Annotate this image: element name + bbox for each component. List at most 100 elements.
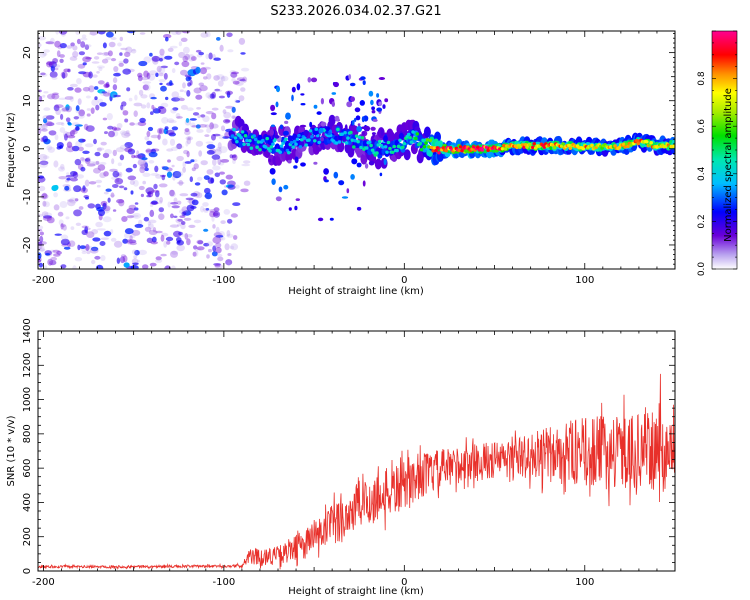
- noise-blob: [64, 133, 68, 141]
- noise-blob: [197, 240, 204, 245]
- noise-blob: [176, 244, 185, 252]
- noise-blob: [175, 96, 183, 102]
- ridge-blob: [409, 140, 414, 144]
- noise-blob: [123, 262, 130, 268]
- noise-blob: [178, 51, 186, 59]
- excursion-blob: [341, 196, 349, 199]
- noise-blob: [99, 90, 108, 97]
- noise-blob: [76, 174, 84, 179]
- noise-blob: [38, 127, 42, 134]
- ridge-blob: [263, 145, 268, 149]
- noise-blob: [148, 160, 155, 164]
- noise-blob: [147, 190, 154, 198]
- ridge-blob: [289, 140, 294, 145]
- noise-blob: [66, 135, 76, 139]
- noise-blob: [122, 110, 129, 116]
- noise-blob: [142, 160, 148, 167]
- noise-blob: [212, 245, 217, 252]
- noise-blob: [195, 192, 203, 199]
- noise-blob: [133, 102, 143, 107]
- noise-blob: [103, 205, 111, 212]
- noise-blob: [161, 117, 169, 124]
- noise-blob: [150, 201, 159, 205]
- noise-blob: [82, 150, 90, 154]
- ridge-blob: [444, 149, 449, 153]
- noise-blob: [96, 52, 103, 55]
- noise-blob: [242, 76, 248, 83]
- noise-blob: [159, 48, 165, 56]
- noise-blob: [231, 77, 236, 83]
- noise-blob: [158, 79, 166, 83]
- noise-blob: [43, 49, 50, 53]
- noise-blob: [42, 52, 48, 56]
- excursion-blob: [334, 115, 340, 122]
- noise-blob: [211, 216, 215, 222]
- noise-blob: [212, 224, 216, 229]
- noise-blob: [175, 112, 181, 119]
- excursion-blob: [312, 131, 319, 135]
- noise-blob: [78, 138, 86, 143]
- noise-blob: [65, 174, 74, 178]
- noise-blob: [119, 52, 123, 56]
- noise-blob: [127, 148, 136, 155]
- noise-blob: [127, 239, 137, 244]
- noise-blob: [104, 131, 108, 135]
- noise-blob: [144, 162, 148, 169]
- noise-blob: [130, 265, 139, 269]
- ridge-blob: [380, 145, 385, 149]
- noise-blob: [204, 187, 211, 194]
- noise-blob: [205, 92, 212, 99]
- noise-blob: [113, 94, 121, 98]
- noise-blob: [59, 43, 67, 49]
- noise-blob: [176, 239, 184, 246]
- noise-blob: [69, 177, 78, 182]
- ridge-blob: [340, 132, 345, 136]
- noise-blob: [167, 47, 174, 53]
- noise-blob: [171, 68, 176, 74]
- noise-blob: [90, 107, 95, 114]
- y-tick-label: 800: [22, 424, 33, 443]
- noise-blob: [67, 68, 71, 73]
- noise-blob: [160, 102, 169, 108]
- noise-blob: [231, 106, 236, 113]
- noise-blob: [198, 51, 204, 56]
- excursion-blob: [383, 135, 388, 143]
- noise-blob: [150, 134, 160, 139]
- noise-blob: [158, 200, 163, 205]
- excursion-blob: [307, 77, 312, 83]
- ridge-blob: [401, 145, 405, 149]
- noise-blob: [179, 97, 185, 102]
- ridge-blob: [235, 140, 239, 144]
- ridge-blob: [531, 145, 535, 150]
- noise-blob: [113, 72, 121, 77]
- excursion-blob: [287, 159, 292, 164]
- ridge-blob: [303, 129, 309, 137]
- noise-blob: [171, 91, 180, 99]
- noise-blob: [56, 50, 61, 58]
- noise-blob: [83, 44, 92, 48]
- ridge-blob: [387, 131, 395, 143]
- noise-blob: [119, 144, 129, 150]
- noise-blob: [202, 207, 210, 212]
- excursion-blob: [361, 116, 365, 123]
- noise-blob: [151, 104, 155, 110]
- noise-blob: [103, 191, 109, 195]
- ridge-blob: [408, 136, 412, 140]
- excursion-blob: [376, 93, 380, 98]
- ridge-blob: [294, 142, 298, 146]
- noise-blob: [206, 144, 216, 150]
- ridge-blob: [398, 138, 402, 142]
- x-tick-label: -200: [32, 577, 55, 588]
- y-tick-label: 1200: [22, 353, 33, 378]
- noise-blob: [42, 200, 47, 207]
- noise-blob: [38, 125, 46, 131]
- ridge-blob: [424, 141, 428, 145]
- noise-blob: [195, 66, 201, 74]
- noise-blob: [206, 254, 210, 259]
- noise-blob: [212, 210, 221, 218]
- ridge-blob: [398, 132, 404, 140]
- noise-blob: [166, 240, 171, 245]
- excursion-blob: [351, 158, 358, 165]
- noise-blob: [133, 110, 138, 117]
- noise-blob: [205, 31, 211, 38]
